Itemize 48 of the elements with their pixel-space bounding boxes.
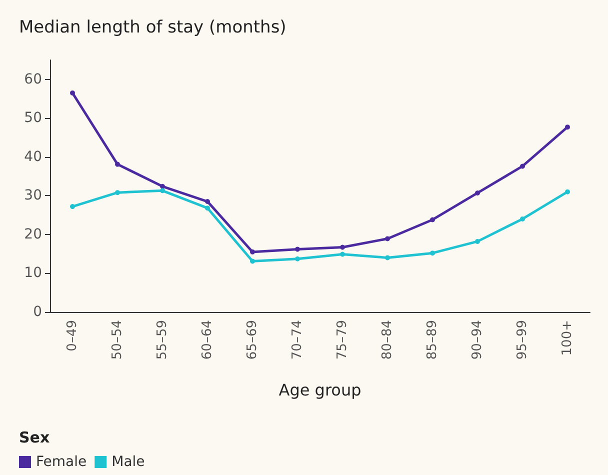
x-tick-label: 100+: [560, 320, 575, 356]
point: [385, 255, 390, 260]
point: [430, 217, 435, 222]
point: [250, 249, 255, 254]
y-tick-label: 20: [24, 226, 42, 242]
point: [70, 90, 75, 96]
point: [385, 236, 390, 242]
point: [70, 204, 75, 210]
x-tick-label: 80–84: [380, 320, 395, 360]
point: [250, 258, 255, 264]
point: [160, 184, 165, 189]
legend-label: Male: [112, 454, 145, 470]
x-tick-label: 85–89: [425, 320, 440, 360]
point: [520, 164, 525, 169]
x-tick-label: 55–59: [155, 320, 170, 360]
y-tick-label: 10: [24, 265, 42, 282]
point: [475, 190, 480, 196]
x-tick-label: 70–74: [290, 320, 305, 360]
y-tick-label: 60: [24, 71, 42, 88]
point: [295, 256, 300, 262]
point: [205, 206, 210, 211]
y-tick-label: 50: [24, 110, 42, 126]
point: [115, 162, 120, 167]
x-axis-title: Age group: [278, 380, 362, 400]
y-tick-label: 40: [24, 148, 42, 165]
point: [160, 188, 165, 194]
x-tick-label: 65–69: [245, 320, 260, 360]
y-tick-label: 30: [24, 188, 42, 204]
y-tick-label: 0: [33, 304, 42, 320]
point: [430, 250, 435, 256]
legend-label: Female: [36, 454, 87, 470]
point: [565, 124, 570, 130]
point: [520, 216, 525, 222]
chart-title: Median length of stay (months): [19, 18, 286, 38]
point: [475, 238, 480, 244]
x-tick-label: 60–64: [200, 320, 215, 360]
point: [205, 199, 210, 204]
x-tick-label: 90–94: [470, 320, 485, 360]
x-tick-label: 0–49: [65, 320, 80, 352]
point: [565, 189, 570, 194]
legend-title: Sex: [19, 428, 50, 446]
x-tick-label: 50–54: [110, 320, 125, 360]
x-tick-label: 75–79: [335, 320, 350, 360]
point: [340, 244, 345, 250]
x-tick-label: 95–99: [515, 320, 530, 360]
point: [115, 190, 120, 196]
point: [340, 252, 345, 257]
point: [295, 246, 300, 252]
